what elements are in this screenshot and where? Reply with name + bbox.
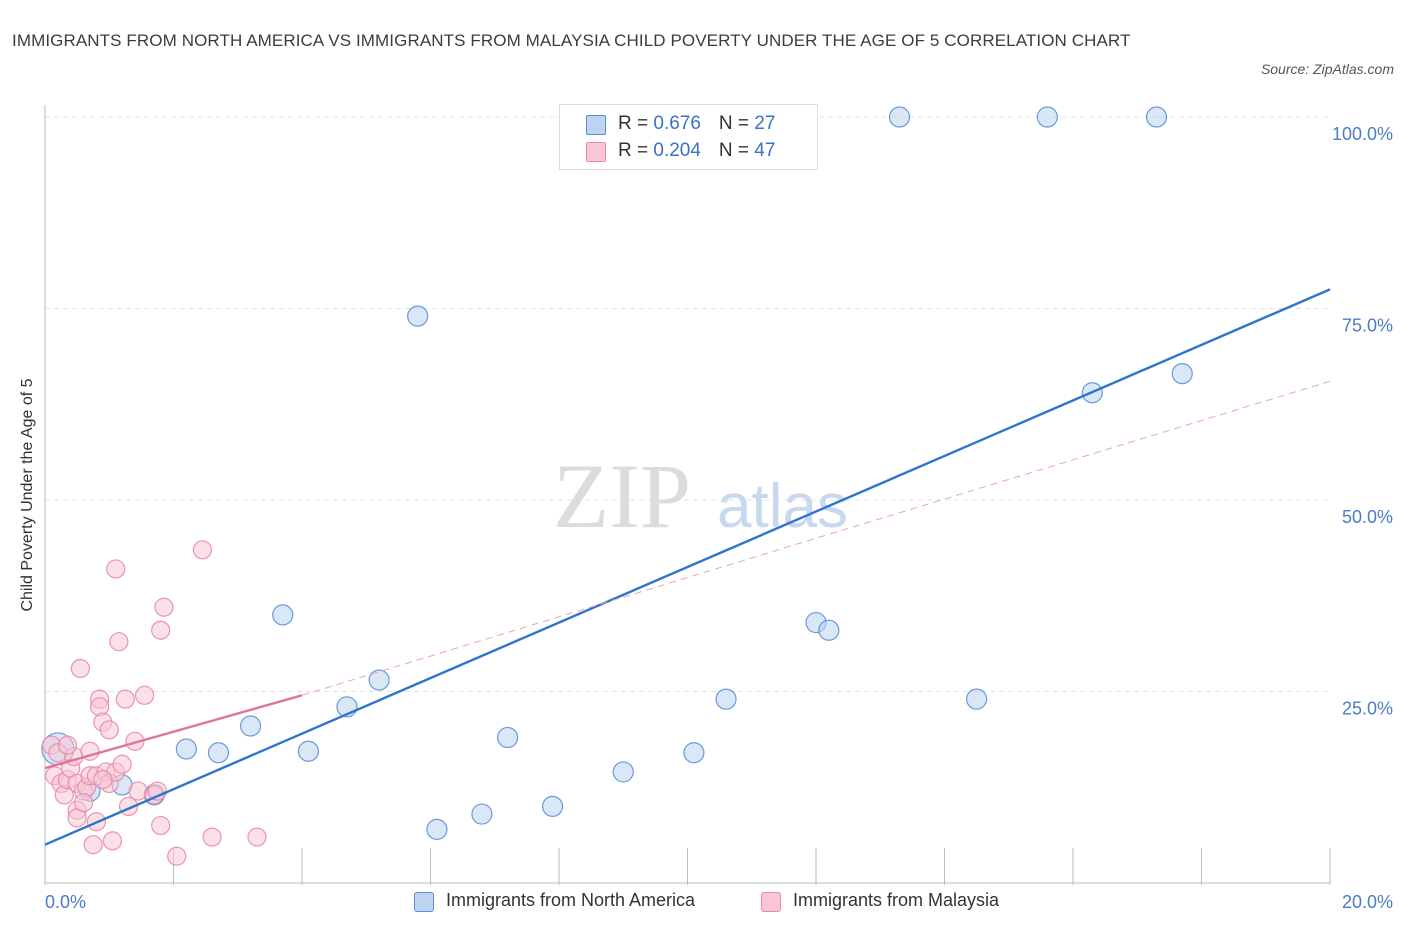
point-malaysia [93, 769, 113, 790]
series-legend: Immigrants from North America Immigrants… [0, 888, 1406, 916]
point-north-america [1171, 363, 1193, 385]
point-malaysia [70, 658, 90, 679]
point-malaysia [73, 792, 94, 813]
point-north-america [612, 761, 634, 783]
point-malaysia [109, 632, 129, 652]
legend-swatch-malaysia [586, 142, 606, 162]
point-malaysia [192, 540, 213, 560]
r-value-north-america: 0.676 [653, 113, 701, 134]
watermark-zip: ZIP [553, 445, 691, 547]
n-label: N = [718, 113, 755, 134]
point-malaysia [247, 827, 267, 847]
point-malaysia [167, 846, 187, 866]
point-north-america [471, 803, 493, 825]
trendline-north-america [44, 288, 1331, 846]
point-malaysia [151, 815, 171, 836]
legend-swatch-north-america [586, 115, 606, 135]
point-malaysia [99, 720, 119, 740]
point-north-america [818, 619, 840, 641]
point-malaysia [151, 620, 171, 640]
point-malaysia [134, 685, 155, 705]
point-north-america [683, 742, 705, 764]
y-tick-label: 75.0% [1342, 316, 1393, 336]
point-north-america [715, 688, 737, 710]
chart-source: Source: ZipAtlas.com [1260, 61, 1394, 77]
y-tick-label: 25.0% [1342, 699, 1393, 719]
point-north-america [368, 669, 390, 691]
point-north-america [541, 795, 564, 818]
point-malaysia [83, 835, 103, 855]
n-value-north-america: 27 [754, 113, 776, 134]
legend-swatch-malaysia [761, 892, 781, 912]
n-value-malaysia: 47 [754, 140, 776, 161]
r-value-malaysia: 0.204 [653, 140, 701, 161]
point-north-america [966, 688, 988, 710]
y-tick-label: 100.0% [1332, 124, 1393, 144]
chart-title: IMMIGRANTS FROM NORTH AMERICA VS IMMIGRA… [12, 31, 1131, 50]
point-north-america [497, 726, 519, 749]
point-malaysia [115, 689, 135, 709]
point-malaysia [112, 754, 132, 774]
x-tick-label: 0.0% [45, 892, 86, 912]
point-north-america [297, 740, 320, 762]
r-label: R = [618, 113, 654, 134]
point-north-america [175, 738, 197, 760]
point-north-america [1036, 106, 1058, 128]
r-label: R = [618, 140, 654, 161]
point-malaysia [106, 559, 126, 579]
point-north-america [272, 604, 294, 626]
x-tick-label: 20.0% [1342, 892, 1393, 912]
y-tick-label: 50.0% [1342, 507, 1393, 527]
point-north-america [207, 742, 230, 764]
point-malaysia [102, 831, 123, 851]
legend-label-malaysia: Immigrants from Malaysia [793, 890, 1000, 910]
point-north-america [426, 818, 448, 840]
point-malaysia [154, 597, 174, 617]
point-north-america [888, 106, 911, 128]
legend-swatch-north-america [414, 892, 434, 912]
n-label: N = [718, 140, 755, 161]
legend-label-north-america: Immigrants from North America [446, 890, 696, 910]
point-malaysia [57, 735, 78, 755]
point-north-america [240, 715, 262, 737]
point-north-america [407, 305, 429, 327]
point-malaysia [202, 827, 222, 847]
trendline-malaysia [44, 694, 303, 770]
point-north-america [1145, 106, 1168, 128]
point-malaysia [128, 781, 148, 801]
stats-legend: R = 0.676 N = 27 R = 0.204 N = 47 [559, 104, 818, 170]
